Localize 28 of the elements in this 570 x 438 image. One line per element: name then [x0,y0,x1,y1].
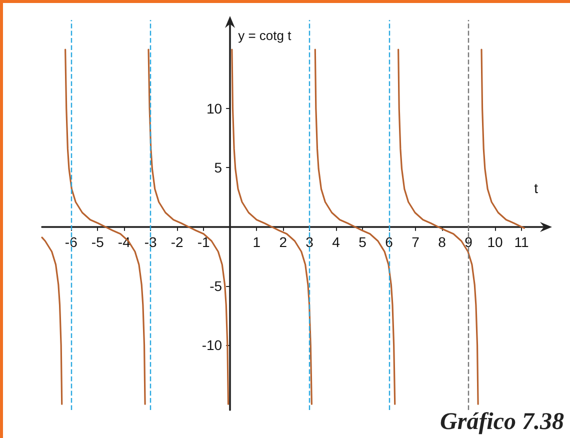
line-series [64,48,146,405]
y-tick-label: 10 [206,100,222,117]
y-axis-title: y = cotg t [238,28,292,43]
x-tick-label: 6 [385,234,394,250]
x-tick-label: 2 [279,234,288,250]
x-tick-label: 10 [487,234,504,250]
x-tick-label: 4 [332,234,340,250]
x-tick-label: -5 [91,234,104,250]
x-tick-label: 5 [358,234,367,250]
annotation: Gráfico 7.38 [440,409,564,436]
line-series [480,48,525,229]
x-tick-label: 1 [252,234,261,250]
y-tick-label: -10 [202,337,222,353]
line-series [398,48,479,405]
line-series [231,48,312,405]
line-series [41,236,63,405]
x-tick-label: -1 [197,234,210,250]
line-series [314,48,396,405]
x-tick-label: 11 [514,234,529,250]
x-axis-title: t [534,180,538,196]
x-tick-label: -2 [170,234,184,250]
y-tick-label: 5 [214,160,222,176]
x-tick-label: 8 [438,234,446,250]
x-tick-label: 3 [306,234,314,250]
x-tick-label: 9 [464,234,473,250]
x-tick-label: 7 [412,234,420,250]
x-tick-label: -3 [144,234,158,250]
y-tick-label: -5 [210,278,222,294]
